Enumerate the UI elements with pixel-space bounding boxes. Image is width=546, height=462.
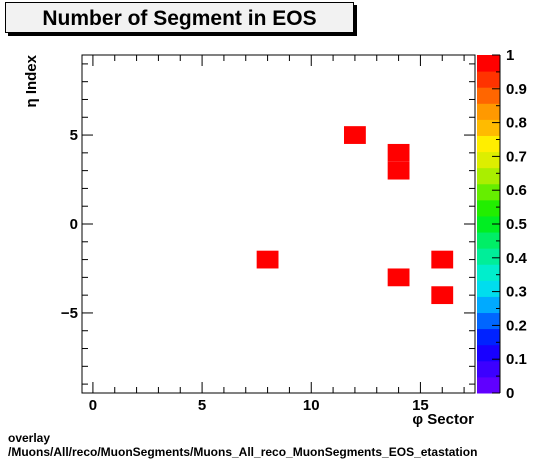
palette-swatch bbox=[477, 199, 500, 217]
footer-line-1: overlay bbox=[8, 431, 51, 445]
palette-swatch bbox=[477, 71, 500, 88]
y-tick-label: 0 bbox=[70, 216, 78, 233]
heatmap-cell bbox=[431, 250, 454, 269]
x-tick-label: 15 bbox=[412, 397, 429, 414]
heatmap-cell bbox=[387, 143, 410, 162]
y-axis: −5 0 5 bbox=[61, 63, 475, 385]
palette-tick-label: 0.9 bbox=[506, 81, 527, 98]
palette-tick-label: 0.3 bbox=[506, 284, 527, 301]
footer: overlay /Muons/All/reco/MuonSegments/Muo… bbox=[8, 431, 477, 459]
x-tick-label: 10 bbox=[303, 397, 320, 414]
palette-tick-label: 0.6 bbox=[506, 182, 527, 199]
palette-swatch bbox=[477, 376, 500, 394]
x-tick-label: 0 bbox=[89, 397, 97, 414]
palette-swatch bbox=[477, 344, 500, 362]
palette-swatch bbox=[477, 360, 500, 378]
palette-tick-label: 0.7 bbox=[506, 148, 527, 165]
palette-swatch bbox=[477, 135, 500, 153]
footer-line-2: /Muons/All/reco/MuonSegments/Muons_All_r… bbox=[8, 445, 478, 459]
y-tick-label: 5 bbox=[70, 127, 78, 144]
palette-tick-label: 0.8 bbox=[506, 115, 527, 132]
palette-swatch bbox=[477, 151, 500, 169]
heatmap-cell bbox=[344, 126, 366, 144]
chart-title: Number of Segment in EOS bbox=[42, 7, 317, 30]
heatmap-cells bbox=[256, 126, 454, 305]
palette-swatch bbox=[477, 312, 500, 330]
palette-swatch bbox=[477, 296, 500, 314]
palette-tick-label: 0.1 bbox=[506, 351, 527, 368]
heatmap-cell bbox=[387, 268, 410, 287]
palette-swatch bbox=[477, 232, 500, 249]
palette-swatch bbox=[477, 87, 500, 104]
x-tick-label: 5 bbox=[198, 397, 206, 414]
palette-tick-label: 1 bbox=[506, 47, 514, 64]
palette-tick-label: 0.5 bbox=[506, 216, 527, 233]
heatmap-cell bbox=[431, 286, 454, 305]
palette-swatch bbox=[477, 183, 500, 201]
palette-tick-label: 0.4 bbox=[506, 250, 528, 267]
palette-swatch bbox=[477, 119, 500, 136]
x-axis-label: φ Sector bbox=[412, 411, 474, 428]
palette-swatch bbox=[477, 280, 500, 297]
palette-swatch bbox=[477, 55, 500, 72]
heatmap-cell bbox=[256, 250, 279, 269]
palette-swatch bbox=[477, 248, 500, 265]
palette-swatch bbox=[477, 215, 500, 233]
heatmap-cell bbox=[387, 161, 410, 180]
y-axis-label: η Index bbox=[23, 54, 40, 107]
color-palette: 0 0.1 0.2 0.3 0.4 0.5 0.6 0.7 0.8 0.9 1 bbox=[477, 47, 528, 402]
title-box: Number of Segment in EOS bbox=[5, 2, 354, 33]
plot-frame bbox=[81, 54, 476, 394]
palette-swatch bbox=[477, 328, 500, 346]
palette-tick-label: 0.2 bbox=[506, 317, 527, 334]
y-tick-label: −5 bbox=[61, 305, 78, 322]
palette-swatch bbox=[477, 103, 500, 120]
x-axis: 0 5 10 15 bbox=[89, 55, 465, 414]
palette-swatch bbox=[477, 264, 500, 281]
palette-tick-label: 0 bbox=[506, 385, 514, 402]
palette-swatch bbox=[477, 167, 500, 185]
